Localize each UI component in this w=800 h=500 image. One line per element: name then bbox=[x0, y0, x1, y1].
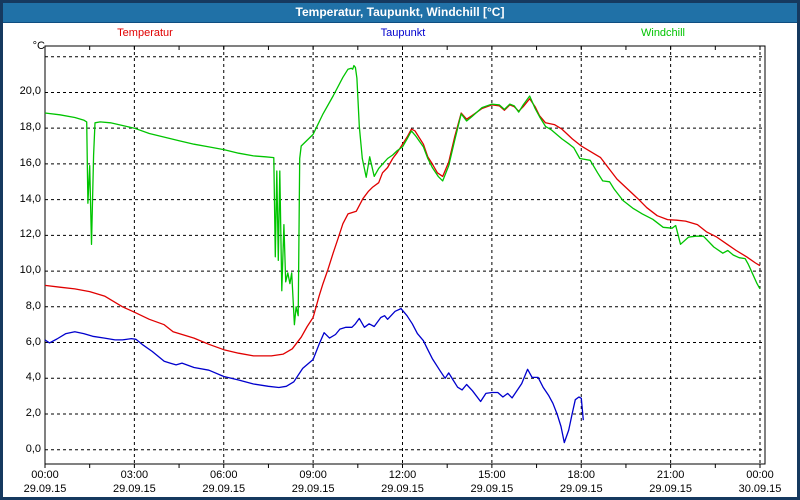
legend-temperatur: Temperatur bbox=[117, 27, 173, 39]
y-tick-label: 4,0 bbox=[25, 371, 41, 384]
x-tick-date: 29.09.15 bbox=[649, 483, 693, 495]
x-tick-time: 21:00 bbox=[656, 469, 685, 481]
x-tick-time: 18:00 bbox=[567, 469, 596, 481]
plot-area bbox=[44, 45, 766, 468]
plot-frame bbox=[44, 45, 766, 465]
x-tick-time: 12:00 bbox=[388, 469, 417, 481]
legend-windchill: Windchill bbox=[640, 27, 686, 39]
legend-taupunkt: Taupunkt bbox=[380, 27, 426, 39]
x-tick-time: 00:00 bbox=[31, 469, 59, 481]
y-axis-unit-label: °C bbox=[32, 40, 45, 52]
x-tick-date: 29.09.15 bbox=[291, 483, 335, 495]
y-tick-label: 2,0 bbox=[25, 406, 41, 419]
y-tick-label: 16,0 bbox=[19, 156, 41, 169]
x-tick-date: 29.09.15 bbox=[112, 483, 156, 495]
x-tick-time: 00:00 bbox=[746, 469, 774, 481]
y-tick-label: 20,0 bbox=[19, 85, 41, 98]
x-tick-date: 29.09.15 bbox=[381, 483, 424, 495]
y-tick-label: 6,0 bbox=[25, 335, 41, 348]
x-tick-time: 15:00 bbox=[478, 469, 506, 481]
x-tick-date: 29.09.15 bbox=[470, 483, 514, 495]
y-tick-label: 14,0 bbox=[19, 192, 41, 205]
x-tick-date: 30.09.15 bbox=[738, 483, 782, 495]
y-tick-label: 12,0 bbox=[19, 228, 41, 241]
series-windchill bbox=[44, 64, 761, 326]
y-tick-label: 18,0 bbox=[19, 121, 41, 134]
x-tick-date: 29.09.15 bbox=[202, 483, 246, 495]
x-tick-time: 06:00 bbox=[209, 469, 238, 481]
x-tick-date: 29.09.15 bbox=[559, 483, 603, 495]
series-taupunkt bbox=[44, 307, 584, 444]
x-tick-time: 03:00 bbox=[120, 469, 149, 481]
x-tick-time: 09:00 bbox=[299, 469, 327, 481]
x-tick-date: 29.09.15 bbox=[23, 483, 67, 495]
y-tick-label: 8,0 bbox=[25, 299, 41, 312]
y-tick-label: 0,0 bbox=[25, 442, 41, 455]
window-title-bar: Temperatur, Taupunkt, Windchill [°C] bbox=[3, 3, 797, 23]
y-tick-label: 10,0 bbox=[19, 264, 41, 277]
